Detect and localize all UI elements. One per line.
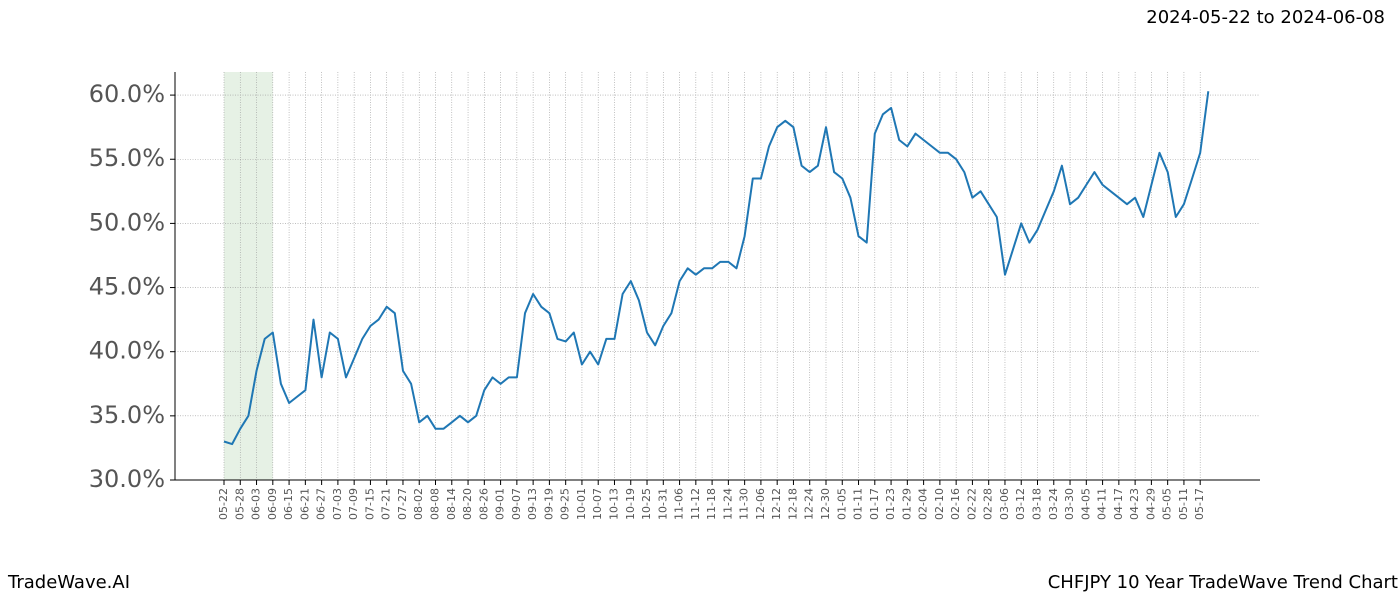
x-tick-label: 02-04 xyxy=(917,488,930,520)
x-tick-label: 09-07 xyxy=(510,488,523,520)
x-tick-label: 02-28 xyxy=(982,488,995,520)
y-tick-label: 40.0% xyxy=(89,337,165,365)
x-tick-label: 02-22 xyxy=(965,488,978,520)
y-tick-label: 60.0% xyxy=(89,80,165,108)
x-tick-label: 07-09 xyxy=(347,488,360,520)
x-tick-label: 06-21 xyxy=(298,488,311,520)
x-tick-label: 01-23 xyxy=(884,488,897,520)
y-tick-label: 50.0% xyxy=(89,208,165,236)
x-tick-label: 12-18 xyxy=(786,488,799,520)
x-tick-label: 07-03 xyxy=(331,488,344,520)
x-tick-label: 02-10 xyxy=(933,488,946,520)
x-tick-label: 04-11 xyxy=(1096,488,1109,520)
x-tick-label: 10-13 xyxy=(607,488,620,520)
chart-title: 2024-05-22 to 2024-06-08 xyxy=(1146,7,1385,28)
x-tick-label: 04-05 xyxy=(1079,488,1092,520)
x-tick-label: 10-31 xyxy=(656,488,669,520)
x-tick-label: 01-11 xyxy=(852,488,865,520)
y-tick-label: 45.0% xyxy=(89,273,165,301)
x-tick-label: 09-13 xyxy=(526,488,539,520)
x-tick-label: 05-28 xyxy=(233,488,246,520)
x-tick-label: 12-30 xyxy=(819,488,832,520)
x-tick-label: 01-29 xyxy=(900,488,913,520)
x-tick-label: 09-25 xyxy=(559,488,572,520)
x-tick-label: 08-14 xyxy=(445,488,458,520)
x-tick-label: 03-24 xyxy=(1047,488,1060,520)
x-tick-label: 11-24 xyxy=(721,488,734,520)
y-tick-label: 35.0% xyxy=(89,401,165,429)
x-tick-label: 07-27 xyxy=(396,488,409,520)
x-tick-label: 02-16 xyxy=(949,488,962,520)
footer-right: CHFJPY 10 Year TradeWave Trend Chart xyxy=(1048,572,1398,593)
x-tick-label: 08-20 xyxy=(461,488,474,520)
x-tick-label: 04-17 xyxy=(1112,488,1125,520)
x-tick-label: 11-06 xyxy=(673,488,686,520)
x-tick-label: 04-23 xyxy=(1128,488,1141,520)
x-tick-label: 11-30 xyxy=(738,488,751,520)
x-tick-label: 01-05 xyxy=(835,488,848,520)
x-tick-label: 07-21 xyxy=(380,488,393,520)
x-tick-label: 08-02 xyxy=(412,488,425,520)
footer-left: TradeWave.AI xyxy=(7,572,130,593)
x-tick-label: 06-03 xyxy=(250,488,263,520)
x-tick-label: 10-07 xyxy=(591,488,604,520)
line-series xyxy=(223,91,1210,446)
x-tick-label: 06-09 xyxy=(266,488,279,520)
x-tick-label: 01-17 xyxy=(868,488,881,520)
x-tick-label: 05-11 xyxy=(1177,488,1190,520)
x-tick-label: 05-05 xyxy=(1161,488,1174,520)
x-tick-label: 03-06 xyxy=(998,488,1011,520)
x-tick-label: 12-06 xyxy=(754,488,767,520)
x-tick-label: 05-22 xyxy=(217,488,230,520)
x-tick-label: 12-12 xyxy=(770,488,783,520)
x-tick-label: 03-12 xyxy=(1014,488,1027,520)
y-tick-label: 55.0% xyxy=(89,144,165,172)
x-tick-label: 11-12 xyxy=(689,488,702,520)
x-tick-label: 04-29 xyxy=(1144,488,1157,520)
x-tick-label: 09-19 xyxy=(542,488,555,520)
x-tick-label: 10-01 xyxy=(575,488,588,520)
y-tick-label: 30.0% xyxy=(89,465,165,493)
x-tick-label: 10-19 xyxy=(624,488,637,520)
x-tick-label: 12-24 xyxy=(803,488,816,520)
x-tick-label: 05-17 xyxy=(1193,488,1206,520)
x-tick-label: 03-30 xyxy=(1063,488,1076,520)
x-tick-label: 03-18 xyxy=(1031,488,1044,520)
highlight-band xyxy=(224,72,273,480)
x-tick-label: 08-26 xyxy=(477,488,490,520)
x-tick-label: 08-08 xyxy=(429,488,442,520)
x-tick-label: 07-15 xyxy=(363,488,376,520)
x-tick-label: 06-15 xyxy=(282,488,295,520)
x-tick-label: 11-18 xyxy=(705,488,718,520)
x-tick-label: 09-01 xyxy=(494,488,507,520)
x-tick-label: 10-25 xyxy=(640,488,653,520)
x-tick-label: 06-27 xyxy=(315,488,328,520)
